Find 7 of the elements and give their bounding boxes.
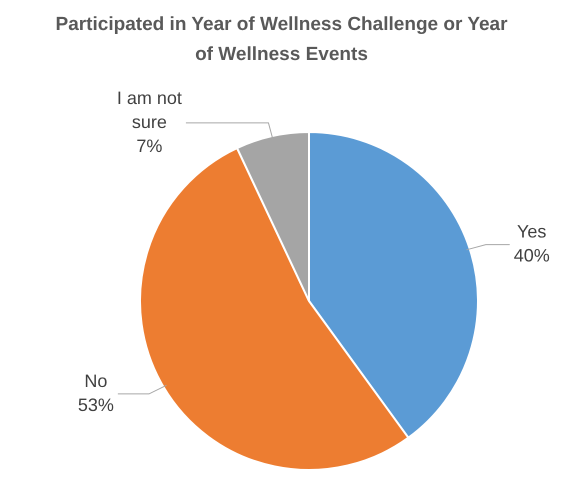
chart-title: Participated in Year of Wellness Challenge or Year of Wellness Events	[54, 13, 508, 67]
slice-label: Yes	[517, 222, 546, 242]
data-label: 40%	[514, 246, 550, 266]
data-label: 7%	[136, 136, 162, 156]
slice-label: No	[84, 370, 108, 391]
slice-label: I am not sure	[116, 88, 182, 132]
data-label: 53%	[78, 394, 114, 415]
